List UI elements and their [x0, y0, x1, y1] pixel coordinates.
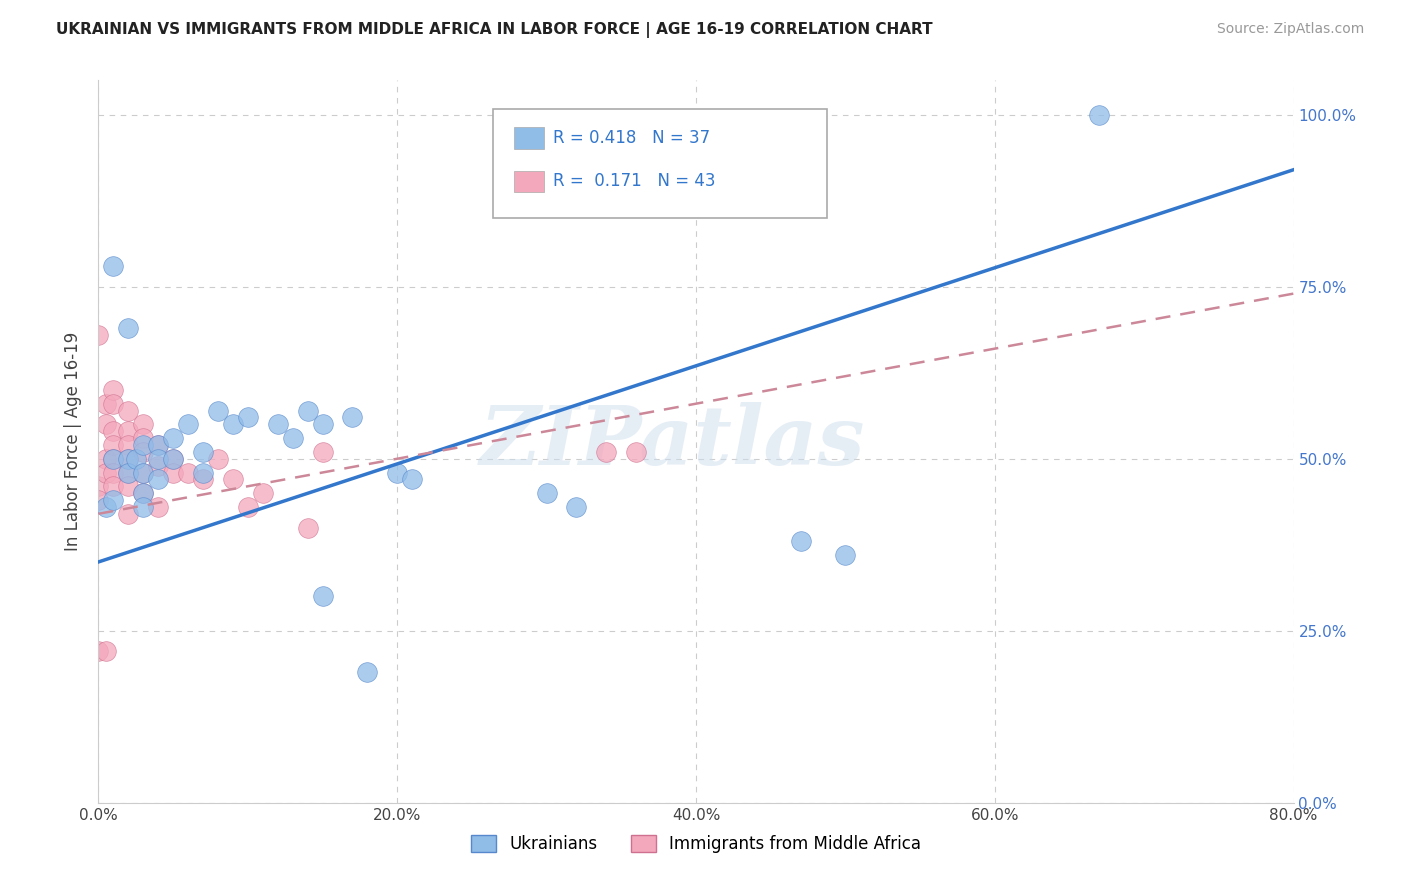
Point [177, 417, 200, 432]
Point [132, 486, 155, 500]
Text: R =  0.171   N = 43: R = 0.171 N = 43 [553, 172, 716, 190]
Point [103, 451, 125, 466]
Point [117, 451, 139, 466]
Point [103, 466, 125, 480]
Point [162, 431, 184, 445]
Point [177, 466, 200, 480]
Point [162, 451, 184, 466]
Point [191, 472, 214, 486]
Point [94, 644, 117, 658]
Point [87, 644, 110, 658]
Point [132, 466, 155, 480]
Point [148, 438, 170, 452]
Point [267, 417, 290, 432]
Point [103, 397, 125, 411]
Point [94, 417, 117, 432]
Point [103, 438, 125, 452]
Point [87, 479, 110, 493]
Point [222, 472, 245, 486]
Point [297, 403, 319, 417]
Point [103, 383, 125, 397]
Point [236, 410, 259, 425]
Point [191, 466, 214, 480]
Point [311, 417, 333, 432]
Legend: Ukrainians, Immigrants from Middle Africa: Ukrainians, Immigrants from Middle Afric… [464, 828, 928, 860]
Point [311, 445, 333, 459]
Point [117, 479, 139, 493]
Point [162, 451, 184, 466]
Point [103, 479, 125, 493]
Point [117, 507, 139, 521]
Point [281, 431, 304, 445]
Point [252, 486, 274, 500]
Point [207, 403, 229, 417]
Point [536, 486, 558, 500]
Point [94, 500, 117, 514]
Point [103, 424, 125, 438]
Text: R = 0.418   N = 37: R = 0.418 N = 37 [553, 129, 710, 147]
Point [117, 466, 139, 480]
Point [94, 466, 117, 480]
Point [117, 438, 139, 452]
Point [236, 500, 259, 514]
Point [565, 500, 588, 514]
Point [222, 417, 245, 432]
Point [207, 451, 229, 466]
FancyBboxPatch shape [494, 109, 828, 218]
Point [103, 493, 125, 508]
Point [132, 466, 155, 480]
Point [94, 451, 117, 466]
Point [132, 431, 155, 445]
Point [297, 520, 319, 534]
Point [103, 451, 125, 466]
Point [385, 466, 409, 480]
Point [117, 403, 139, 417]
Point [148, 500, 170, 514]
Text: Source: ZipAtlas.com: Source: ZipAtlas.com [1216, 22, 1364, 37]
Point [117, 321, 139, 335]
Point [834, 548, 856, 562]
Point [125, 451, 148, 466]
Point [356, 665, 378, 679]
Point [132, 438, 155, 452]
Point [789, 534, 811, 549]
Point [148, 451, 170, 466]
Point [132, 500, 155, 514]
Point [117, 466, 139, 480]
Text: UKRAINIAN VS IMMIGRANTS FROM MIDDLE AFRICA IN LABOR FORCE | AGE 16-19 CORRELATIO: UKRAINIAN VS IMMIGRANTS FROM MIDDLE AFRI… [56, 22, 932, 38]
Point [626, 445, 648, 459]
Point [311, 590, 333, 604]
Point [595, 445, 617, 459]
Point [148, 472, 170, 486]
Point [148, 458, 170, 473]
Point [117, 424, 139, 438]
Point [342, 410, 364, 425]
Point [87, 493, 110, 508]
Point [94, 397, 117, 411]
FancyBboxPatch shape [515, 170, 544, 193]
Point [87, 327, 110, 342]
Point [148, 438, 170, 452]
Point [191, 445, 214, 459]
Point [162, 466, 184, 480]
Point [401, 472, 423, 486]
Point [132, 445, 155, 459]
Point [117, 451, 139, 466]
Point [132, 486, 155, 500]
Point [103, 259, 125, 273]
Y-axis label: In Labor Force | Age 16-19: In Labor Force | Age 16-19 [65, 332, 83, 551]
Point [1088, 108, 1111, 122]
Point [132, 417, 155, 432]
FancyBboxPatch shape [515, 128, 544, 149]
Text: ZIPatlas: ZIPatlas [479, 401, 865, 482]
